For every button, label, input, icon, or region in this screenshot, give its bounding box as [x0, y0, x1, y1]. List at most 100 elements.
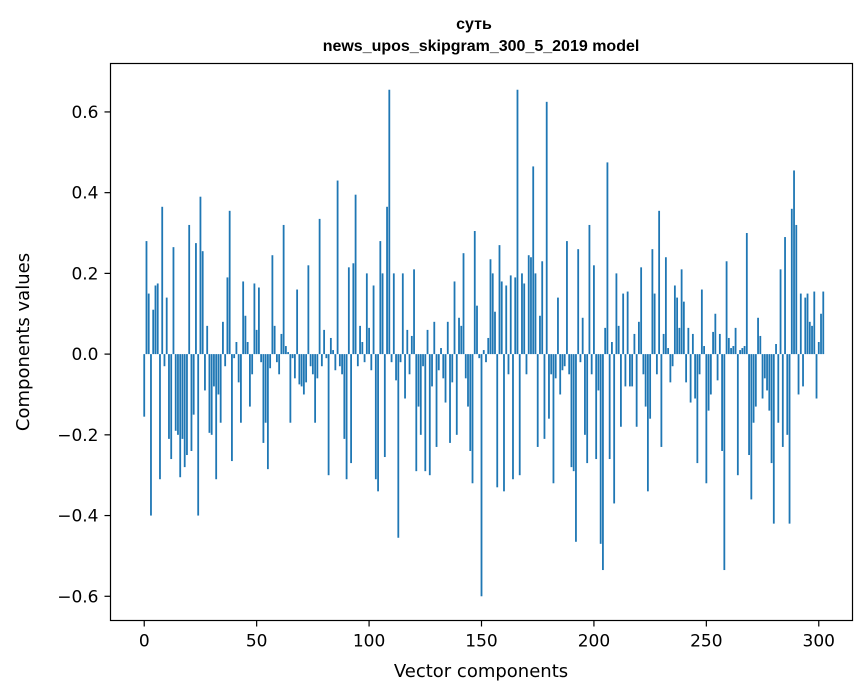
bar: [817, 342, 820, 355]
bar: [620, 354, 622, 427]
bar: [417, 354, 420, 407]
bar: [482, 350, 485, 355]
bar: [671, 354, 674, 367]
bar: [640, 267, 643, 355]
bar: [480, 354, 483, 597]
bar: [494, 311, 496, 355]
bar: [435, 354, 438, 447]
bar: [790, 208, 793, 355]
bar: [201, 251, 204, 355]
x-tick-label: 50: [246, 632, 268, 652]
bar: [673, 285, 676, 355]
bar: [386, 206, 388, 355]
bar: [512, 354, 514, 480]
bar: [554, 354, 557, 379]
bar: [188, 224, 191, 355]
bar: [419, 354, 422, 435]
bar: [568, 354, 571, 375]
bar: [763, 354, 766, 379]
bar: [424, 354, 427, 472]
bar: [365, 273, 368, 355]
bar: [458, 317, 460, 355]
bar: [532, 166, 535, 355]
bar: [237, 354, 240, 383]
bar: [563, 354, 566, 367]
bar: [503, 354, 505, 492]
bar: [426, 329, 429, 355]
bar: [509, 275, 512, 355]
bar: [210, 354, 213, 435]
bar: [631, 354, 634, 387]
bar: [669, 354, 672, 383]
bar: [644, 354, 647, 407]
bar: [264, 354, 267, 423]
bar: [642, 354, 645, 375]
bar: [593, 265, 595, 355]
bar: [721, 354, 723, 451]
bar: [356, 354, 359, 367]
bar: [723, 354, 726, 571]
bar: [768, 354, 771, 411]
bar: [177, 354, 179, 435]
bar: [163, 354, 166, 367]
y-tick-label: 0.4: [71, 184, 98, 204]
bar: [473, 231, 476, 355]
bar: [336, 180, 339, 355]
bar: [572, 354, 575, 472]
bar: [204, 354, 206, 391]
bar: [442, 354, 445, 379]
bar: [660, 354, 663, 447]
bar: [498, 245, 501, 355]
bar: [599, 354, 602, 544]
bar: [781, 354, 784, 447]
bar: [523, 283, 526, 355]
bar: [289, 354, 292, 423]
bar: [377, 354, 379, 492]
bar: [626, 291, 629, 355]
bar: [588, 224, 591, 355]
bar: [685, 354, 688, 383]
bar: [527, 255, 530, 355]
ticks-layer: 0 50 100 150 200 250 300 −0.6 −0.4 −0.2 0.0 0.2 0.4 0…: [57, 103, 835, 652]
bar: [275, 354, 278, 363]
bar: [703, 346, 705, 355]
bar: [575, 354, 577, 542]
bar: [240, 354, 242, 423]
bar: [309, 354, 312, 367]
bar: [651, 249, 654, 355]
bar: [754, 354, 757, 407]
x-axis-label: Vector components: [394, 661, 568, 682]
bar: [352, 263, 355, 355]
bar: [489, 259, 492, 355]
bar: [345, 354, 348, 480]
bar: [745, 233, 748, 355]
bar: [615, 273, 618, 355]
bar: [689, 354, 692, 403]
bars-layer: [143, 89, 825, 597]
bar: [168, 354, 170, 439]
bar: [170, 354, 173, 460]
bar: [215, 354, 218, 480]
bar: [390, 354, 393, 363]
bar: [530, 257, 532, 355]
bar: [635, 354, 638, 427]
bar: [460, 325, 463, 355]
bar: [302, 354, 305, 395]
bar: [368, 327, 370, 355]
bar: [271, 255, 274, 355]
bar: [543, 354, 546, 439]
bar: [320, 354, 323, 367]
bar: [307, 265, 310, 355]
bar: [548, 354, 550, 419]
bar: [820, 313, 822, 355]
bar: [478, 354, 481, 359]
bar: [446, 321, 449, 355]
bar: [280, 333, 283, 355]
plot-frame: [109, 62, 854, 622]
bar: [401, 273, 404, 355]
bar: [680, 269, 683, 355]
bar: [186, 354, 188, 456]
bar: [455, 354, 458, 435]
bar: [678, 327, 681, 355]
